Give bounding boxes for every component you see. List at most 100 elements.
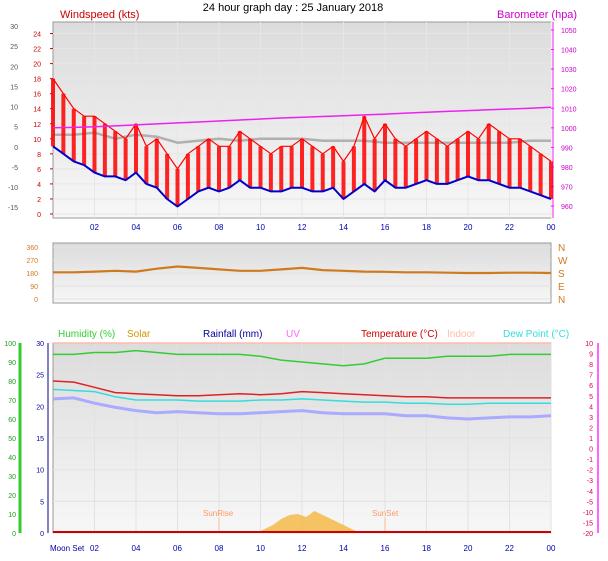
hpa-tick-label: 1030 (561, 67, 577, 74)
temp-tick-label: 5 (14, 125, 18, 132)
humidity-panel-legend: Humidity (%) Solar Rainfall (mm) UV Temperat… (58, 329, 569, 340)
temp-tick-label: -15 (583, 520, 593, 527)
humidity-axis: 0 10 20 30 40 50 60 70 80 90 100 (4, 341, 22, 538)
winddir-tick-label: 0 (34, 297, 38, 304)
wind-panel-x-axis: 02 04 06 08 10 12 14 16 18 20 22 00 (90, 223, 556, 232)
humidity-tick-label: 30 (8, 474, 16, 481)
hour-tick-label: 12 (298, 223, 307, 232)
hour-tick-label: 12 (298, 544, 307, 553)
humidity-line (53, 349, 551, 367)
temp-tick-label: 15 (10, 84, 18, 91)
temp-tick-label: 10 (585, 341, 593, 348)
legend-entry: Humidity (%) (58, 329, 115, 340)
compass-label: N (558, 295, 565, 306)
humidity-tick-label: 80 (8, 379, 16, 386)
hour-tick-label: 20 (464, 544, 473, 553)
dewpoint-band (52, 396, 552, 421)
temp-tick-label: 8 (589, 362, 593, 369)
hour-tick-label: 22 (505, 544, 514, 553)
temp-tick-label: 9 (589, 352, 593, 359)
hour-tick-label: 00 (547, 544, 556, 553)
hpa-tick-label: 1050 (561, 28, 577, 35)
sunrise-label: SunRise (203, 509, 234, 518)
kts-tick-label: 10 (33, 137, 41, 144)
rain-tick-label: 0 (40, 531, 44, 538)
hour-tick-label: 02 (90, 544, 99, 553)
temperature-line (52, 380, 551, 399)
humidity-tick-label: 90 (8, 360, 16, 367)
legend-entry: Solar (127, 329, 151, 340)
humidity-tick-label: 70 (8, 398, 16, 405)
wind-panel-hpa-axis: 960 970 980 990 1000 1010 1020 1030 1040 1050 (551, 22, 577, 218)
legend-entry: UV (286, 329, 300, 340)
kts-tick-label: 6 (37, 167, 41, 174)
temp-tick-label: 7 (589, 373, 593, 380)
humidity-tick-label: 60 (8, 417, 16, 424)
rain-tick-label: 15 (36, 436, 44, 443)
wind-gust-line (52, 78, 552, 170)
temp-tick-label: 0 (14, 145, 18, 152)
hour-tick-label: 16 (381, 544, 390, 553)
winddir-tick-label: 270 (26, 258, 38, 265)
humidity-tick-label: 50 (8, 436, 16, 443)
legend-entry: Temperature (°C) (361, 329, 438, 340)
compass-label: S (558, 269, 565, 280)
temp-tick-label: 20 (10, 64, 18, 71)
hour-tick-label: 16 (381, 223, 390, 232)
hour-tick-label: 08 (215, 544, 224, 553)
hour-tick-label: 18 (422, 544, 431, 553)
hpa-tick-label: 1000 (561, 126, 577, 133)
humidity-tick-label: 10 (8, 512, 16, 519)
hour-tick-label: 18 (422, 223, 431, 232)
hpa-tick-label: 1020 (561, 87, 577, 94)
kts-tick-label: 18 (33, 77, 41, 84)
hour-tick-label: 04 (132, 223, 141, 232)
temp-tick-label: -10 (8, 185, 18, 192)
kts-tick-label: 2 (37, 197, 41, 204)
temp-tick-label: 4 (589, 404, 593, 411)
hour-tick-label: 20 (464, 223, 473, 232)
humidity-panel-grid (53, 342, 552, 534)
hour-tick-label: 02 (90, 223, 99, 232)
humidity-tick-label: 40 (8, 455, 16, 462)
rainfall-axis: 0 5 10 15 20 25 30 (36, 341, 49, 538)
temp-tick-label: -15 (8, 205, 18, 212)
temp-tick-label: -10 (583, 510, 593, 517)
winddir-line (53, 265, 552, 275)
legend-entry: Dew Point (°C) (503, 329, 569, 340)
humidity-tick-label: 100 (4, 341, 16, 348)
hour-tick-label: 00 (547, 223, 556, 232)
rain-tick-label: 20 (36, 404, 44, 411)
compass-label: E (558, 282, 565, 293)
hour-tick-label: 06 (173, 223, 182, 232)
humidity-tick-label: 20 (8, 493, 16, 500)
temp-tick-label: -2 (587, 468, 593, 475)
kts-tick-label: 4 (37, 182, 41, 189)
moon-set-label: Moon Set (50, 544, 85, 553)
hpa-tick-label: 970 (561, 185, 573, 192)
hour-tick-label: 14 (339, 223, 348, 232)
hpa-tick-label: 1010 (561, 106, 577, 113)
hour-tick-label: 08 (215, 223, 224, 232)
humidity-panel-series (52, 342, 552, 533)
sunset-label: SunSet (372, 509, 399, 518)
hpa-tick-label: 990 (561, 145, 573, 152)
winddir-tick-label: 90 (30, 284, 38, 291)
dewpoint-line (52, 388, 551, 405)
temp-tick-label: 6 (589, 383, 593, 390)
rain-tick-label: 30 (36, 341, 44, 348)
temp-tick-label: -5 (587, 499, 593, 506)
temp-tick-label: -3 (587, 478, 593, 485)
kts-tick-label: 24 (33, 32, 41, 39)
compass-label: W (558, 256, 568, 267)
hpa-tick-label: 960 (561, 204, 573, 211)
temp-tick-label: 25 (10, 44, 18, 51)
chart-title: 24 hour graph day : 25 January 2018 (203, 2, 383, 14)
winddir-tick-label: 360 (26, 245, 38, 252)
kts-tick-label: 8 (37, 152, 41, 159)
barometer-legend: Barometer (hpa) (497, 9, 577, 21)
